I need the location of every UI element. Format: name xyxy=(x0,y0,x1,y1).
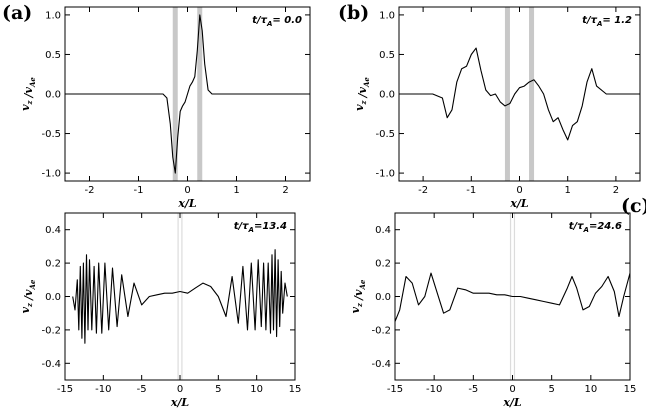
x-tick-label: -15 xyxy=(387,384,403,395)
y-tick-label: 0.5 xyxy=(379,50,395,61)
shaded-band-2 xyxy=(197,7,203,181)
time-annotation: t/τA= 0.0 xyxy=(252,15,302,28)
x-tick-label: 2 xyxy=(282,185,288,196)
x-tick-label: 0 xyxy=(184,185,190,196)
x-tick-label: 5 xyxy=(548,384,554,395)
panel-label-a: (a) xyxy=(2,2,32,24)
x-tick-label: 0 xyxy=(509,384,515,395)
y-tick-label: 0.4 xyxy=(375,225,391,236)
y-tick-label: -0.2 xyxy=(371,325,391,336)
chart-c-left: -15 -10 -5 0 5 10 15 -0.4 -0.2 0.0 0.2 0.4 x/L vz/vAe… xyxy=(19,212,302,408)
y-tick-label: -0.2 xyxy=(41,325,61,336)
y-tick-label: 0.2 xyxy=(45,259,61,270)
chart-c-right: -15 -10 -5 0 5 10 15 -0.4 -0.2 0.0 0.2 0.4 x/L vz/vAe… xyxy=(349,212,637,408)
shaded-band-1 xyxy=(172,7,178,181)
x-tick-label: 0 xyxy=(516,185,522,196)
series-line xyxy=(394,272,631,322)
y-tick-label: -0.5 xyxy=(375,129,395,140)
y-tick-label: -0.5 xyxy=(41,129,61,140)
y-axis-label: vz/vAe xyxy=(19,279,37,313)
y-tick-label: 0.5 xyxy=(45,50,61,61)
x-axis-label: x/L xyxy=(177,197,197,210)
y-tick-label: 0.2 xyxy=(375,259,391,270)
y-tick-label: 1.0 xyxy=(379,10,395,21)
time-annotation: t/τA=24.6 xyxy=(569,221,622,234)
shaded-band-2 xyxy=(181,213,183,380)
y-tick-label: -1.0 xyxy=(375,169,395,180)
x-tick-label: 0 xyxy=(177,384,183,395)
panel-label-b: (b) xyxy=(338,2,369,24)
y-tick-label: 0.0 xyxy=(379,90,395,101)
chart-a: -2 -1 0 1 2 -1.0 -0.5 0.0 0.5 1.0 x/L vz/vAe t/τA= 0… xyxy=(19,6,311,210)
y-tick-label: -0.4 xyxy=(41,359,61,370)
x-axis-label: x/L xyxy=(509,197,529,210)
series-line xyxy=(65,14,310,174)
y-tick-label: -0.4 xyxy=(371,359,391,370)
x-tick-label: 1 xyxy=(233,185,239,196)
x-tick-label: -5 xyxy=(468,384,478,395)
plot-frame xyxy=(398,6,641,182)
x-tick-label: -2 xyxy=(85,185,95,196)
y-tick-label: 0.0 xyxy=(375,292,391,303)
x-tick-label: 10 xyxy=(250,384,263,395)
chart-b: -2 -1 0 1 2 -1.0 -0.5 0.0 0.5 1.0 x/L vz/vAe t/τA= 1… xyxy=(353,6,641,210)
x-tick-label: -15 xyxy=(57,384,73,395)
series-line xyxy=(399,47,640,141)
x-tick-label: -1 xyxy=(466,185,476,196)
x-axis-label: x/L xyxy=(502,396,522,408)
x-tick-label: -10 xyxy=(426,384,442,395)
y-tick-label: 1.0 xyxy=(45,10,61,21)
y-tick-label: -1.0 xyxy=(41,169,61,180)
y-tick-label: 0.0 xyxy=(45,292,61,303)
x-tick-label: -5 xyxy=(137,384,147,395)
x-tick-label: 15 xyxy=(289,384,302,395)
x-tick-label: -2 xyxy=(418,185,428,196)
plot-frame xyxy=(64,212,296,381)
x-tick-label: -10 xyxy=(95,384,111,395)
shaded-band-2 xyxy=(529,7,535,181)
x-tick-label: 5 xyxy=(215,384,221,395)
x-tick-label: 15 xyxy=(624,384,637,395)
shaded-band-1 xyxy=(177,213,179,380)
y-axis-label: vz/vAe xyxy=(353,77,371,111)
x-tick-label: 10 xyxy=(584,384,597,395)
shaded-band-1 xyxy=(504,7,510,181)
time-annotation: t/τA= 1.2 xyxy=(582,15,632,28)
y-tick-label: 0.0 xyxy=(45,90,61,101)
series-line xyxy=(72,249,288,344)
x-axis-label: x/L xyxy=(170,396,190,408)
x-tick-label: 2 xyxy=(613,185,619,196)
y-axis-label: vz/vAe xyxy=(19,77,37,111)
x-tick-label: 1 xyxy=(565,185,571,196)
x-tick-label: -1 xyxy=(134,185,144,196)
panel-label-c: (c) xyxy=(621,195,646,217)
y-tick-label: 0.4 xyxy=(45,225,61,236)
y-axis-label: vz/vAe xyxy=(349,279,367,313)
time-annotation: t/τA=13.4 xyxy=(234,221,287,234)
